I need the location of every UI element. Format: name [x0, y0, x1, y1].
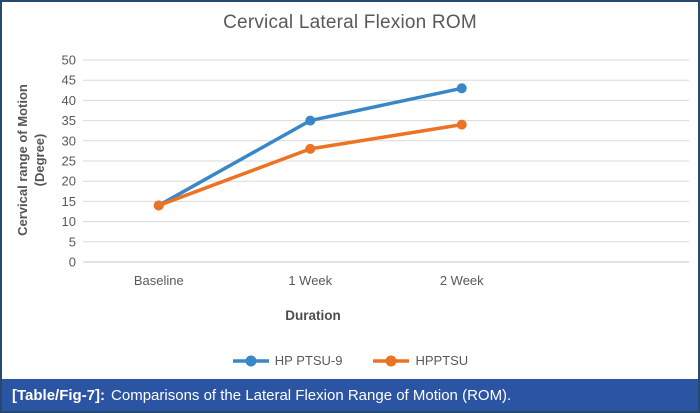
series-marker-hp-ptsu-9	[456, 83, 467, 94]
chart-title: Cervical Lateral Flexion ROM	[223, 12, 477, 33]
legend-label: HPPTSU	[415, 353, 469, 368]
y-tick-label: 0	[69, 255, 76, 270]
series-line-hpptsu	[157, 122, 464, 208]
x-tick-label-2-week: 2 Week	[440, 273, 484, 288]
y-tick-label: 40	[62, 93, 76, 108]
y-tick-label: 5	[69, 234, 76, 249]
legend-item-hpptsu: HPPTSU	[372, 353, 468, 368]
caption-bar: [Table/Fig-7]: Comparisons of the Latera…	[2, 379, 698, 411]
y-tick-label: 25	[62, 154, 76, 169]
series-marker-hpptsu	[305, 143, 316, 154]
legend-marker-icon	[232, 355, 269, 366]
series-marker-hp-ptsu-9	[305, 115, 316, 126]
x-tick-label-1-week: 1 Week	[288, 273, 332, 288]
x-axis-title: Duration	[285, 308, 341, 323]
y-tick-label: 10	[62, 214, 76, 229]
caption-figure-label: [Table/Fig-7]:	[12, 386, 106, 404]
plot-area: 0 5 10 15 20 25 30 35 40 45 50 Baseline 1 Week 2 Week	[62, 53, 689, 288]
y-tick-label: 45	[62, 73, 76, 88]
y-tick-label: 20	[62, 174, 76, 189]
y-tick-label: 50	[62, 53, 76, 68]
series-marker-hpptsu	[153, 200, 164, 211]
caption-text: Comparisons of the Lateral Flexion Range…	[111, 386, 512, 404]
series-marker-hpptsu	[456, 119, 467, 130]
y-tick-label: 15	[62, 194, 76, 209]
x-tick-label-baseline: Baseline	[134, 273, 184, 288]
legend-label: HP PTSU-9	[274, 353, 343, 368]
legend: HP PTSU-9 HPPTSU	[2, 353, 698, 368]
legend-item-hp-ptsu-9: HP PTSU-9	[232, 353, 343, 368]
legend-marker-icon	[373, 355, 410, 366]
y-tick-label: 35	[62, 113, 76, 128]
y-tick-label: 30	[62, 133, 76, 148]
